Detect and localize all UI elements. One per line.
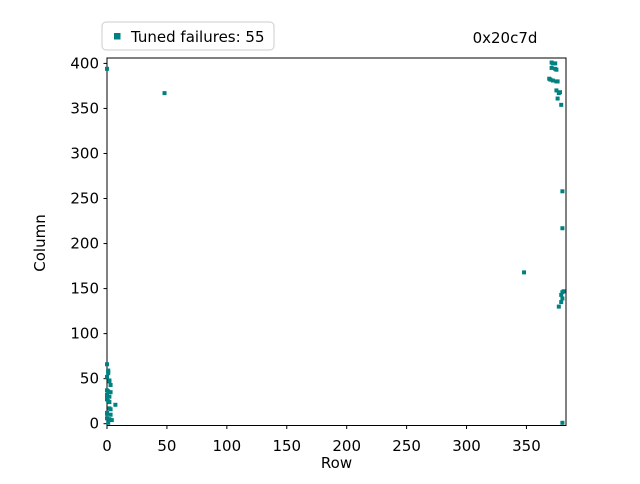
data-point xyxy=(107,379,112,384)
legend: Tuned failures: 55 xyxy=(101,21,275,51)
y-tick-label: 150 xyxy=(70,280,99,298)
y-tick-label: 400 xyxy=(70,54,99,72)
data-point xyxy=(109,418,114,423)
data-point xyxy=(108,382,113,387)
x-tick-label: 200 xyxy=(332,437,361,455)
data-point xyxy=(105,394,109,399)
scatter-points xyxy=(105,60,566,425)
data-point xyxy=(105,411,109,416)
x-tick-label: 350 xyxy=(512,437,541,455)
data-point xyxy=(555,96,560,101)
legend-box xyxy=(101,21,275,51)
y-tick-label: 250 xyxy=(70,190,99,208)
y-axis-ticks: 0 50 100 150 200 250 300 350 400 xyxy=(70,54,107,433)
legend-label: Tuned failures: 55 xyxy=(130,28,265,46)
data-point xyxy=(113,402,118,407)
data-point xyxy=(550,78,555,83)
data-point xyxy=(162,91,167,96)
data-point xyxy=(107,417,112,422)
data-point xyxy=(106,420,111,425)
y-tick-label: 0 xyxy=(89,415,99,433)
x-tick-label: 50 xyxy=(157,437,176,455)
plot-area xyxy=(106,57,567,426)
data-point xyxy=(105,66,109,71)
data-point xyxy=(559,292,564,297)
data-point xyxy=(560,226,565,231)
x-axis-label: Row xyxy=(321,454,352,472)
x-tick-label: 0 xyxy=(102,437,112,455)
data-point xyxy=(556,304,561,309)
data-point xyxy=(105,374,109,379)
data-point xyxy=(560,290,565,295)
data-point xyxy=(548,77,553,82)
y-tick-label: 300 xyxy=(70,144,99,162)
data-point xyxy=(522,270,527,275)
y-axis-label: Column xyxy=(31,214,49,271)
data-point xyxy=(560,296,565,301)
data-point xyxy=(106,371,111,376)
x-tick-label: 300 xyxy=(452,437,481,455)
y-tick-label: 100 xyxy=(70,325,99,343)
data-point xyxy=(559,102,564,107)
data-point xyxy=(108,390,113,395)
x-axis-ticks: 0 50 100 150 200 250 300 350 xyxy=(102,425,541,455)
data-point xyxy=(560,420,565,425)
y-tick-label: 50 xyxy=(80,370,99,388)
data-point xyxy=(549,65,554,70)
data-point xyxy=(107,400,112,405)
x-tick-label: 250 xyxy=(392,437,421,455)
data-point xyxy=(107,394,112,399)
legend-marker-icon xyxy=(114,33,121,40)
data-point xyxy=(108,412,113,417)
data-point xyxy=(553,61,558,66)
x-tick-label: 100 xyxy=(213,437,242,455)
data-point xyxy=(105,362,109,367)
data-point xyxy=(556,91,561,96)
y-tick-label: 350 xyxy=(70,99,99,117)
data-point xyxy=(559,300,564,305)
annotation-hex: 0x20c7d xyxy=(473,29,538,47)
data-point xyxy=(560,189,565,194)
data-point xyxy=(550,61,555,66)
y-tick-label: 200 xyxy=(70,235,99,253)
data-point xyxy=(554,67,559,72)
data-point xyxy=(106,389,111,394)
data-point xyxy=(554,88,559,93)
data-point xyxy=(108,407,113,412)
data-point xyxy=(555,79,560,84)
data-point xyxy=(105,416,109,421)
x-tick-label: 150 xyxy=(272,437,301,455)
